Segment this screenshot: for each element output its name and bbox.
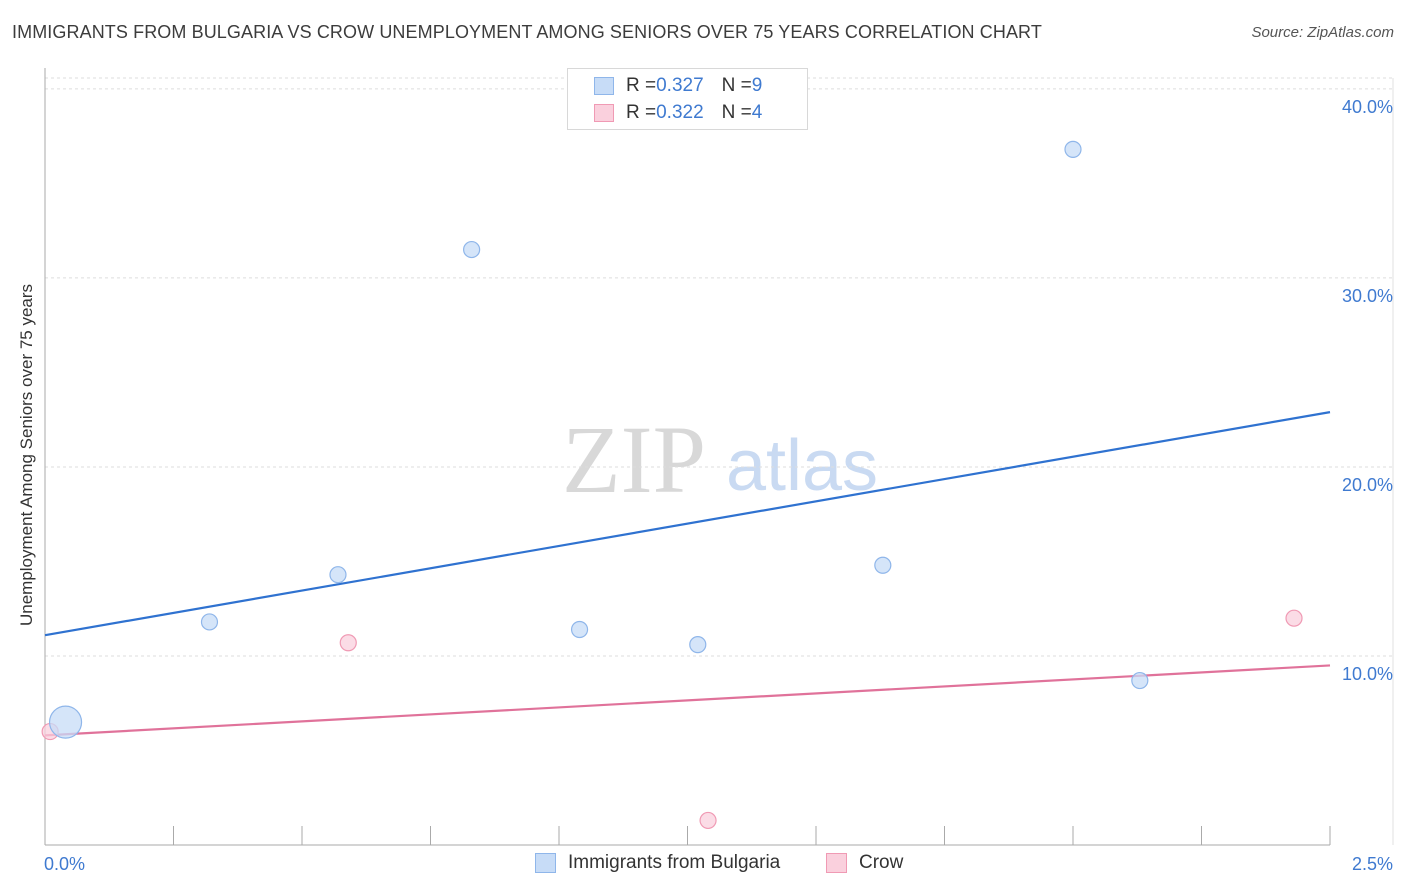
legend-n-value: 9 bbox=[751, 75, 763, 96]
legend-swatch-bulgaria bbox=[594, 77, 614, 95]
trendline-bulgaria bbox=[44, 411, 1331, 637]
point-bulgaria bbox=[48, 705, 83, 739]
point-bulgaria bbox=[570, 620, 589, 639]
bottom-legend-label-bulgaria: Immigrants from Bulgaria bbox=[568, 852, 781, 873]
watermark-atlas: atlas bbox=[726, 426, 878, 506]
legend-n-value: 4 bbox=[751, 102, 763, 123]
bottom-legend-bulgaria[interactable]: Immigrants from Bulgaria bbox=[535, 852, 780, 874]
legend-row-crow: R = 0.322 N = 4 bbox=[594, 101, 762, 125]
point-bulgaria bbox=[689, 636, 707, 654]
x-tick-label: 0.0% bbox=[44, 854, 85, 874]
legend-n-label: N = bbox=[721, 102, 752, 123]
point-crow bbox=[339, 634, 357, 652]
legend-r-label: R = bbox=[626, 102, 657, 123]
legend-r-value: 0.327 bbox=[656, 75, 704, 96]
watermark-zip: ZIP bbox=[562, 406, 706, 513]
point-bulgaria bbox=[329, 566, 347, 584]
y-tick-label: 40.0% bbox=[1342, 97, 1393, 117]
y-tick-label: 10.0% bbox=[1342, 664, 1393, 684]
bottom-legend-label-crow: Crow bbox=[859, 852, 904, 873]
legend-n-label: N = bbox=[721, 75, 752, 96]
point-bulgaria bbox=[463, 240, 481, 259]
legend-r-value: 0.322 bbox=[656, 102, 704, 123]
x-tick-label: 2.5% bbox=[1352, 854, 1393, 874]
chart-title: IMMIGRANTS FROM BULGARIA VS CROW UNEMPLO… bbox=[12, 22, 1042, 42]
source-label: Source: ZipAtlas.com bbox=[1251, 24, 1394, 41]
legend-row-bulgaria: R = 0.327 N = 9 bbox=[594, 74, 762, 98]
legend-box: R = 0.327 N = 9 R = 0.322 N = 4 bbox=[567, 68, 808, 130]
point-bulgaria bbox=[874, 556, 892, 574]
y-tick-label: 30.0% bbox=[1342, 286, 1393, 306]
trendline-crow bbox=[44, 664, 1331, 737]
point-bulgaria bbox=[1064, 140, 1082, 158]
y-tick-label: 20.0% bbox=[1342, 475, 1393, 495]
point-crow bbox=[699, 811, 717, 830]
bottom-legend-crow[interactable]: Crow bbox=[826, 852, 903, 874]
bottom-legend-swatch-bulgaria bbox=[535, 853, 556, 873]
point-bulgaria bbox=[200, 613, 219, 631]
point-bulgaria bbox=[1131, 671, 1149, 690]
legend-r-label: R = bbox=[626, 75, 657, 96]
point-crow bbox=[1285, 609, 1303, 627]
legend-swatch-crow bbox=[594, 104, 614, 122]
bottom-legend-swatch-crow bbox=[826, 853, 847, 873]
